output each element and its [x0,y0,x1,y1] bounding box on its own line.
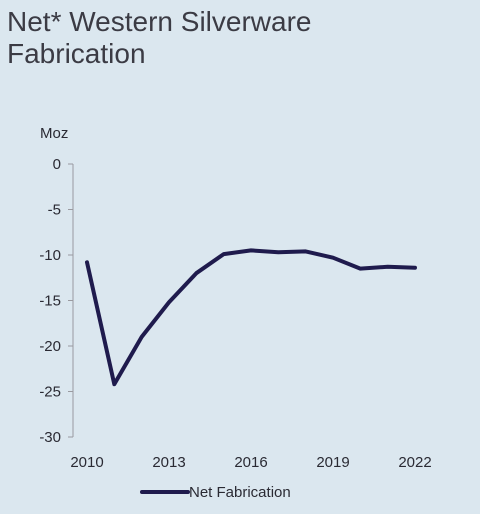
chart-title: Net* Western Silverware Fabrication [7,6,312,69]
y-tick-label: -10 [39,247,61,264]
x-tick-label: 2016 [234,454,267,471]
legend-label: Net Fabrication [189,484,291,501]
y-axis: 0 -5 -10 -15 -20 -25 -30 [39,156,74,446]
y-tick-label: -5 [48,202,61,219]
y-tick-label: 0 [53,156,61,173]
x-tick-label: 2013 [152,454,185,471]
legend: Net Fabrication [140,484,291,501]
x-tick-label: 2010 [70,454,103,471]
y-tick-label: -15 [39,293,61,310]
series-line [85,248,417,387]
y-tick-label: -20 [39,338,61,355]
x-axis: 2010 2013 2016 2019 2022 [70,454,431,471]
y-tick-label: -30 [39,429,61,446]
series-group [85,248,417,387]
y-axis-unit-label: Moz [40,125,68,142]
x-tick-label: 2022 [398,454,431,471]
x-tick-label: 2019 [316,454,349,471]
y-tick-label: -25 [39,384,61,401]
